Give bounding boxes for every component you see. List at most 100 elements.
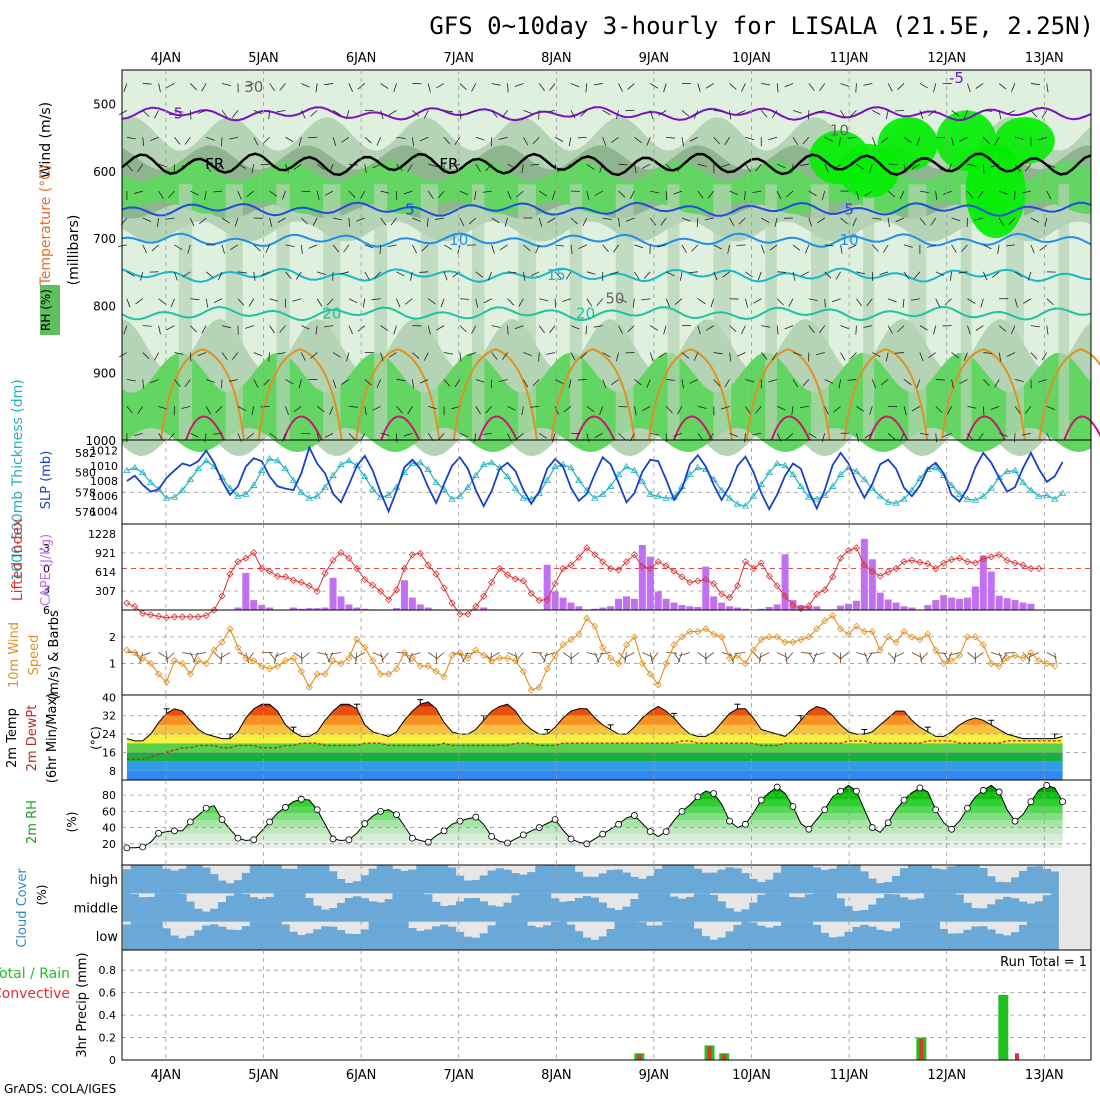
wind-speed-marker bbox=[186, 670, 194, 678]
y-tick-pressure: 700 bbox=[93, 232, 116, 246]
wind-barb bbox=[532, 136, 540, 145]
wind-barb bbox=[786, 190, 794, 198]
wind-barb bbox=[673, 190, 683, 195]
ylabel-temperature: Temperature (°C) bbox=[38, 165, 54, 287]
wind-barb bbox=[869, 406, 873, 416]
wind-barb bbox=[501, 110, 508, 118]
precip-conv-bar bbox=[919, 1038, 924, 1060]
cloud-cell bbox=[781, 893, 790, 922]
wind-barb bbox=[230, 244, 239, 251]
date-label-bottom: 10JAN bbox=[732, 1068, 771, 1083]
wind-speed-marker bbox=[1019, 654, 1027, 662]
cloud-cell bbox=[923, 921, 933, 950]
wind-barb-10m bbox=[704, 652, 714, 660]
thickness-marker bbox=[503, 472, 512, 479]
thickness-marker bbox=[448, 495, 456, 502]
cloud-cell bbox=[352, 896, 362, 922]
wind-barb bbox=[246, 190, 255, 197]
li-marker bbox=[868, 567, 876, 575]
cloud-cell bbox=[630, 876, 639, 894]
panel-labels: Wind (m/s)Temperature (°C)RH (%)(milliba… bbox=[0, 102, 103, 1058]
li-marker bbox=[424, 561, 432, 569]
wind-barb bbox=[300, 352, 306, 361]
wind-speed-marker bbox=[686, 628, 694, 636]
wind-barb bbox=[133, 432, 143, 437]
wind-barb bbox=[562, 298, 572, 302]
wind-barb bbox=[943, 190, 952, 195]
date-label-top: 11JAN bbox=[830, 51, 869, 66]
li-marker bbox=[488, 578, 496, 586]
li-marker bbox=[400, 564, 408, 573]
warm-contour bbox=[160, 348, 245, 441]
wind-barb bbox=[848, 244, 857, 250]
wind-barb bbox=[641, 298, 651, 301]
cape-bar bbox=[757, 608, 765, 610]
wind-barb bbox=[246, 432, 255, 440]
wind-barb bbox=[419, 271, 429, 273]
rh-marker bbox=[329, 835, 337, 843]
y-tick-slp: 1012 bbox=[90, 445, 118, 458]
wind-barb bbox=[168, 433, 175, 441]
cape-bar bbox=[353, 607, 361, 610]
wind-barb bbox=[412, 352, 420, 359]
cloud-cell bbox=[1050, 893, 1059, 922]
wind-barb bbox=[681, 244, 687, 253]
wind-barb bbox=[871, 137, 877, 146]
wind-barb-10m bbox=[562, 652, 573, 660]
li-marker bbox=[392, 586, 401, 594]
cloud-cell bbox=[646, 893, 655, 922]
ylabel-lifted-index: Lifted Index bbox=[10, 519, 26, 601]
cloud-cell bbox=[677, 898, 687, 922]
wind-barb bbox=[577, 136, 587, 139]
thickness-marker bbox=[947, 481, 956, 488]
wind-barb bbox=[199, 217, 207, 225]
cloud-cell bbox=[693, 893, 703, 922]
wind-barb bbox=[888, 298, 897, 303]
cloud-cell bbox=[709, 894, 718, 922]
li-marker bbox=[511, 575, 520, 583]
rh-saturated bbox=[965, 144, 1026, 239]
wind-barb bbox=[261, 271, 270, 276]
wind-barb bbox=[1022, 432, 1031, 436]
thickness-marker bbox=[139, 468, 147, 475]
rh-saturated bbox=[838, 144, 899, 198]
wind-barb-10m bbox=[245, 652, 250, 664]
wind-barb bbox=[681, 137, 684, 147]
li-marker bbox=[178, 613, 186, 621]
cloud-cell bbox=[677, 921, 687, 950]
li-marker bbox=[535, 596, 543, 604]
wind-speed-marker bbox=[178, 659, 186, 668]
li-marker bbox=[147, 611, 155, 619]
wind-barb bbox=[443, 137, 451, 145]
cloud-cell bbox=[860, 924, 869, 950]
wind-barb bbox=[745, 406, 751, 415]
cape-bar bbox=[250, 600, 258, 610]
wind-barb bbox=[293, 163, 302, 170]
cloud-cell bbox=[432, 865, 441, 894]
cloud-cell bbox=[154, 865, 163, 894]
wind-barb bbox=[697, 433, 704, 441]
cloud-cell bbox=[939, 928, 948, 950]
li-marker bbox=[670, 567, 678, 575]
wind-barb bbox=[768, 136, 778, 141]
wind-barb bbox=[618, 83, 623, 92]
cloud-cell bbox=[527, 893, 536, 922]
wind-barb bbox=[582, 217, 588, 227]
wind-barb bbox=[393, 83, 397, 93]
rh-column bbox=[615, 184, 634, 440]
wind-barb bbox=[348, 83, 353, 92]
thickness-marker bbox=[480, 460, 488, 468]
wind-barb bbox=[491, 217, 500, 224]
wind-barb bbox=[951, 352, 959, 359]
cloud-cell bbox=[241, 872, 251, 894]
wind-barb bbox=[427, 298, 436, 305]
thickness-marker bbox=[598, 490, 607, 497]
rh-marker bbox=[361, 820, 369, 827]
cloud-cell bbox=[773, 925, 782, 950]
wind-barb bbox=[885, 352, 889, 362]
cloud-cell bbox=[130, 894, 140, 922]
cape-bar bbox=[813, 606, 821, 610]
wind-barb bbox=[201, 83, 207, 92]
rh-marker bbox=[155, 829, 163, 837]
wind-barb bbox=[268, 352, 271, 362]
